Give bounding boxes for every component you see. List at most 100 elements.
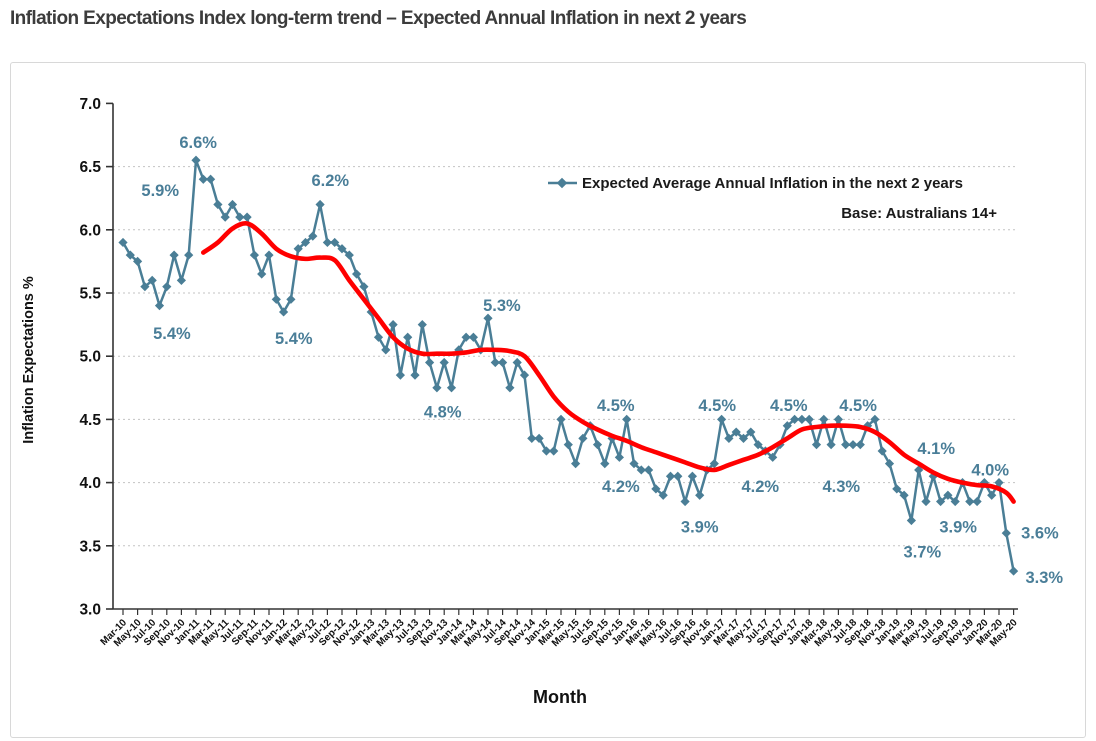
series-marker	[768, 452, 778, 462]
series-marker	[257, 269, 267, 279]
series-marker	[724, 433, 734, 443]
series-layer	[118, 155, 1019, 576]
series-marker	[994, 478, 1004, 488]
series-marker	[819, 414, 829, 424]
legend-series-label: Expected Average Annual Inflation in the…	[582, 175, 963, 192]
series-marker	[906, 515, 916, 526]
series-marker	[235, 212, 245, 222]
legend-base-note: Base: Australians 14+	[841, 205, 997, 222]
series-marker	[870, 414, 880, 424]
x-axis-title: Month	[533, 687, 587, 707]
series-marker	[184, 250, 194, 260]
series-marker	[731, 427, 741, 437]
series-marker	[979, 478, 989, 488]
data-label: 4.2%	[741, 478, 779, 496]
series-marker	[220, 212, 230, 222]
series-marker	[293, 244, 303, 254]
series-marker	[140, 282, 150, 292]
series-marker	[271, 294, 281, 304]
series-marker	[425, 357, 435, 368]
series-marker	[687, 471, 697, 481]
series-marker	[556, 414, 566, 424]
y-axis-label: 6.5	[79, 159, 101, 176]
series-marker	[206, 174, 216, 184]
series-marker	[300, 237, 311, 248]
series-marker	[804, 414, 814, 424]
gridlines	[113, 166, 1018, 547]
series-marker	[811, 440, 822, 450]
legend-diamond-icon	[556, 177, 568, 189]
series-marker	[797, 414, 807, 424]
series-marker	[665, 471, 676, 481]
series-marker	[417, 320, 427, 330]
series-marker	[249, 250, 259, 260]
series-marker	[848, 440, 858, 450]
series-marker	[264, 250, 274, 260]
series-marker	[315, 199, 325, 210]
series-marker	[1001, 528, 1011, 538]
series-marker	[571, 459, 581, 469]
y-axis-label: 7.0	[79, 96, 101, 113]
series-marker	[403, 332, 413, 342]
data-label: 4.1%	[917, 440, 955, 458]
series-marker	[928, 471, 938, 481]
series-marker	[286, 294, 296, 304]
series-marker	[505, 383, 515, 393]
series-marker	[541, 446, 551, 456]
series-marker	[213, 199, 223, 210]
data-label: 5.9%	[141, 182, 179, 200]
series-marker	[673, 471, 683, 481]
series-marker	[680, 496, 690, 507]
series-marker	[1009, 566, 1019, 576]
series-marker	[176, 275, 186, 285]
series-marker	[308, 231, 318, 241]
series-marker	[468, 332, 478, 342]
series-marker	[950, 496, 960, 507]
series-marker	[410, 370, 420, 380]
series-marker	[527, 433, 537, 443]
series-marker	[826, 440, 836, 450]
series-marker	[483, 313, 493, 323]
series-marker	[972, 496, 982, 507]
data-label: 4.5%	[839, 397, 877, 415]
series-marker	[549, 446, 559, 456]
series-marker	[344, 250, 354, 260]
series-marker	[359, 282, 369, 292]
data-label: 5.4%	[275, 330, 313, 348]
series-marker	[395, 370, 405, 380]
trend-line	[201, 221, 1016, 504]
series-marker	[118, 237, 128, 248]
series-marker	[914, 465, 924, 475]
series-marker	[899, 490, 909, 500]
data-label: 6.2%	[312, 172, 350, 190]
series-marker	[352, 269, 362, 279]
series-marker	[498, 357, 508, 368]
chart-panel	[10, 62, 1086, 738]
y-axis-label: 3.5	[79, 538, 101, 555]
legend: Expected Average Annual Inflation in the…	[548, 175, 997, 222]
series-marker	[534, 433, 544, 443]
axis-titles: Month Inflation Expectations %	[21, 276, 587, 707]
data-label: 4.3%	[823, 478, 861, 496]
series-marker	[432, 383, 442, 393]
data-label: 3.6%	[1021, 525, 1059, 543]
data-label: 3.9%	[939, 518, 977, 536]
series-marker	[936, 496, 946, 507]
series-marker	[855, 440, 865, 450]
data-label: 4.5%	[698, 397, 736, 415]
series-marker	[191, 155, 201, 165]
series-marker	[833, 414, 843, 424]
series-marker	[877, 446, 887, 456]
series-marker	[782, 421, 792, 431]
series-marker	[636, 465, 646, 475]
data-label: 3.3%	[1025, 569, 1063, 587]
data-label: 4.5%	[597, 397, 635, 415]
series-marker	[943, 490, 953, 500]
data-label: 6.6%	[179, 134, 217, 152]
chart-title: Inflation Expectations Index long-term t…	[10, 8, 747, 29]
series-marker	[439, 357, 449, 368]
data-label: 4.2%	[602, 478, 640, 496]
series-marker	[651, 484, 661, 494]
y-axis-label: 4.5	[79, 412, 101, 429]
